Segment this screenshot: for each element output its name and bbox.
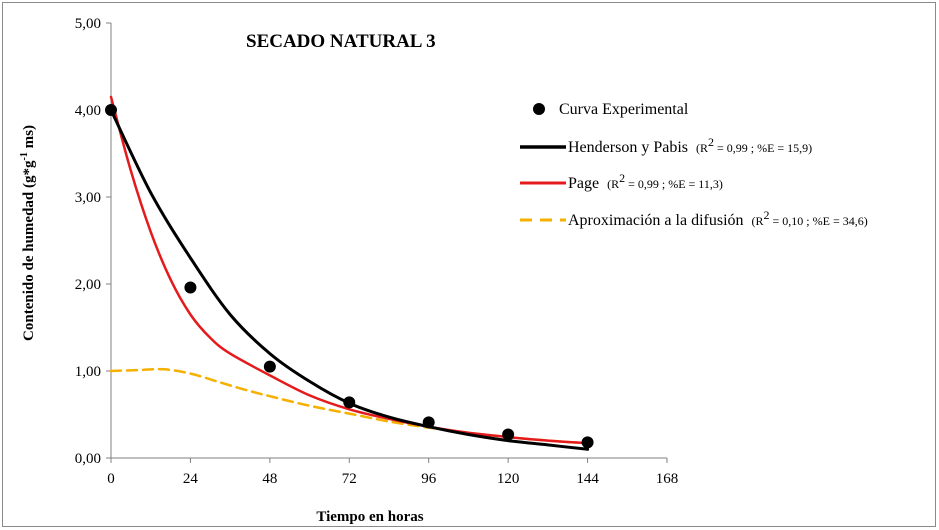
- tick-marks: [106, 22, 668, 463]
- legend-label: Aproximación a la difusión: [568, 212, 744, 229]
- x-tick-label: 24: [183, 471, 199, 487]
- x-tick-label: 144: [576, 471, 599, 487]
- legend-marker: [533, 103, 545, 115]
- y-axis-title-sup: -1: [19, 152, 30, 160]
- x-tick-label: 72: [342, 471, 357, 487]
- x-tick-label: 96: [421, 471, 437, 487]
- data-point: [343, 396, 356, 409]
- x-tick-label: 48: [262, 471, 277, 487]
- y-tick-label: 3,00: [75, 190, 101, 206]
- tick-labels: 0,00 1,00 2,00 3,00 4,00 5,00 0 24 48 72 96 120 144 1…: [75, 16, 679, 487]
- data-point: [263, 360, 276, 373]
- y-axis-title-main: Contenido de humedad (g*g: [21, 160, 37, 341]
- data-point: [422, 416, 435, 429]
- data-point: [502, 428, 515, 441]
- legend-stat-sup: 2: [619, 171, 625, 185]
- legend-stat-sup: 2: [708, 135, 714, 149]
- legend-stat: (R: [752, 214, 764, 228]
- legend-stat: (R: [607, 177, 619, 191]
- y-tick-label: 1,00: [75, 364, 101, 380]
- x-tick-label: 120: [497, 471, 520, 487]
- legend-entry: Curva Experimental: [559, 101, 689, 118]
- x-tick-label: 0: [107, 471, 115, 487]
- data-point: [184, 281, 197, 294]
- legend-stat-sup: 2: [764, 208, 770, 222]
- y-axis-title: Contenido de humedad (g*g-1 ms): [19, 125, 37, 341]
- y-tick-label: 5,00: [75, 16, 101, 32]
- legend-stat: (R: [696, 141, 708, 155]
- data-point: [105, 104, 117, 116]
- x-axis-title: Tiempo en horas: [316, 509, 423, 525]
- chart-title: SECADO NATURAL 3: [246, 31, 436, 52]
- legend-stat-rest: = 0,99 ; %E = 11,3): [625, 177, 723, 191]
- data-point: [581, 436, 594, 449]
- legend-stat-rest: = 0,99 ; %E = 15,9): [714, 141, 812, 155]
- legend-label: Curva Experimental: [559, 101, 689, 118]
- y-axis-title-end: ms): [21, 125, 37, 152]
- chart-canvas: 0,00 1,00 2,00 3,00 4,00 5,00 0 24 48 72 96 120 144 1…: [19, 16, 868, 525]
- legend-stat-rest: = 0,10 ; %E = 34,6): [770, 214, 868, 228]
- legend-entry: Aproximación a la difusión (R2 = 0,10 ; %…: [568, 208, 868, 229]
- series-line-2: [109, 95, 589, 445]
- legend-entry: Henderson y Pabis (R2 = 0,99 ; %E = 15,9): [568, 135, 812, 156]
- y-tick-label: 0,00: [75, 451, 101, 467]
- series-layer: [105, 95, 594, 451]
- legend-label: Page: [568, 175, 599, 192]
- legend-entry: Page (R2 = 0,99 ; %E = 11,3): [568, 171, 723, 192]
- axes: [110, 23, 667, 459]
- x-tick-label: 168: [656, 471, 679, 487]
- y-tick-label: 2,00: [75, 277, 101, 293]
- legend-label: Henderson y Pabis: [568, 139, 688, 156]
- y-tick-label: 4,00: [75, 103, 101, 119]
